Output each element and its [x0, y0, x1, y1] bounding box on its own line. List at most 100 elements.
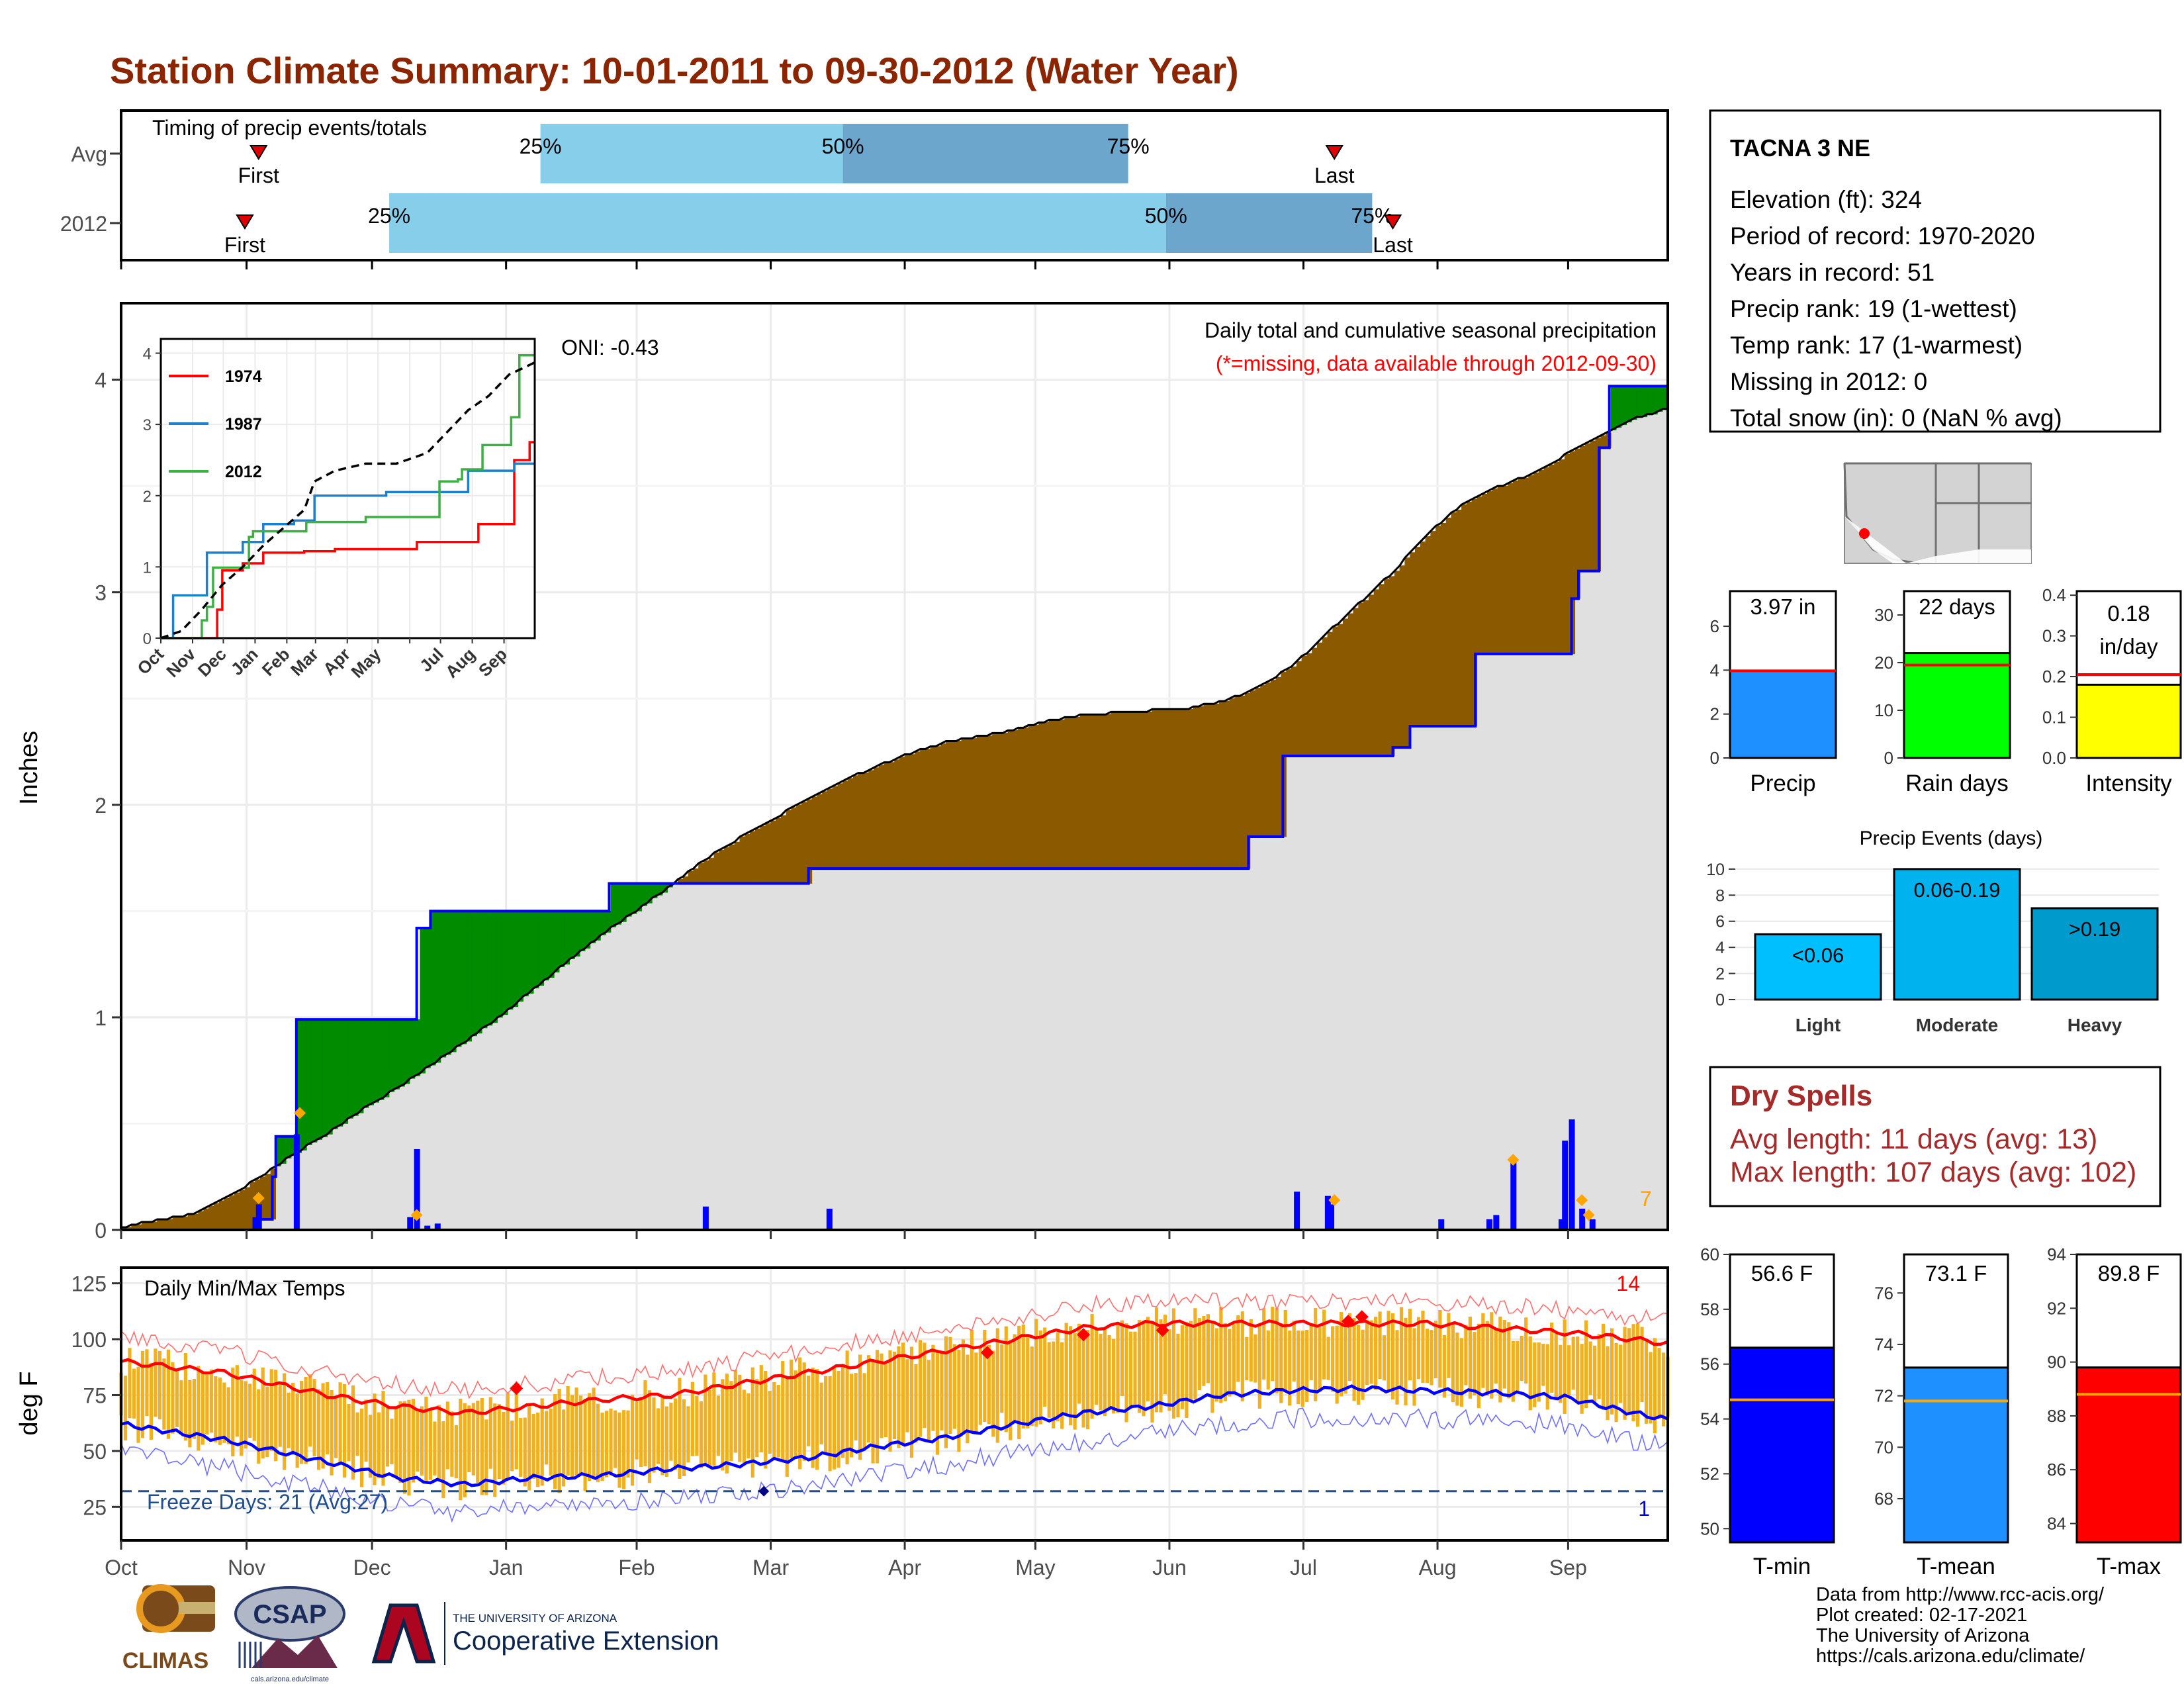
daily-temp-bar [1266, 1330, 1270, 1390]
daily-temp-bar [145, 1349, 149, 1417]
daily-temp-bar [330, 1389, 334, 1476]
daily-temp-bar [1210, 1322, 1214, 1413]
events-range: >0.19 [2069, 917, 2120, 941]
daily-temp-bar [175, 1371, 179, 1427]
daily-temp-bar [123, 1376, 128, 1440]
daily-temp-bar [162, 1358, 166, 1430]
daily-temp-bar [1507, 1322, 1511, 1399]
tempbar-ytick-label: 50 [1700, 1519, 1719, 1538]
daily-temp-bar [385, 1407, 390, 1467]
daily-temp-bar [1197, 1318, 1202, 1391]
daily-temp-bar [995, 1328, 999, 1443]
daily-temp-bar [321, 1383, 325, 1469]
daily-temp-bar [682, 1399, 686, 1476]
inset-legend-label: 1987 [225, 415, 262, 434]
daily-temp-bar [368, 1415, 373, 1478]
footer-line: The University of Arizona [1816, 1625, 2030, 1646]
daily-temp-bar [725, 1374, 729, 1474]
daily-temp-bar [1163, 1315, 1167, 1395]
events-range: 0.06-0.19 [1914, 878, 2001, 902]
footer-line: Data from http://www.rcc-acis.org/ [1816, 1584, 2105, 1605]
daily-temp-bar [1064, 1323, 1068, 1413]
daily-temp-bar [815, 1369, 819, 1470]
daily-temp-bar [652, 1397, 656, 1473]
daily-temp-bar [794, 1370, 797, 1456]
daily-temp-bar [377, 1412, 381, 1479]
events-ytick-label: 10 [1706, 861, 1725, 879]
daily-temp-bar [540, 1398, 544, 1486]
temp-ytick-label: 100 [71, 1328, 107, 1352]
daily-temp-bar [128, 1348, 132, 1419]
daily-temp-bar [1176, 1333, 1180, 1418]
daily-temp-bar [1459, 1338, 1463, 1407]
daily-temp-bar [1223, 1323, 1227, 1401]
daily-temp-bar [450, 1411, 454, 1477]
daily-temp-bar [927, 1360, 931, 1443]
temp-bar-2 [2075, 1366, 2182, 1544]
precip-ytick-label: 0 [95, 1219, 107, 1243]
record-high-diamond [1077, 1328, 1091, 1342]
daily-temp-bar [407, 1399, 411, 1496]
daily-temp-bar [1657, 1348, 1661, 1419]
daily-temp-bar [790, 1359, 794, 1459]
station-info-line: Elevation (ft): 324 [1730, 186, 1922, 213]
daily-temp-bar [531, 1414, 535, 1479]
daily-temp-bar [235, 1365, 239, 1437]
daily-precip-bar [702, 1206, 709, 1230]
record-min-line [120, 1407, 1668, 1523]
csap-logo-mountains [251, 1635, 338, 1668]
last-label: Last [1314, 164, 1355, 187]
daily-temp-bar [1425, 1329, 1430, 1383]
daily-temp-bar [179, 1380, 183, 1433]
daily-precip-bar [1579, 1208, 1586, 1230]
tempbar-ytick-label: 92 [2047, 1298, 2066, 1318]
daily-temp-bar [1081, 1333, 1085, 1428]
daily-temp-bar [1451, 1323, 1455, 1403]
daily-precip-bar [1569, 1119, 1575, 1230]
daily-temp-bar [1498, 1316, 1502, 1403]
daily-precip-bar [826, 1208, 833, 1230]
daily-temp-bar [197, 1366, 201, 1451]
daily-temp-bar [966, 1354, 970, 1444]
csap-logo-text: CSAP [253, 1600, 326, 1629]
timing-pct-50: 50% [1145, 204, 1187, 228]
daily-temp-bar [433, 1421, 437, 1476]
daily-temp-bar [1588, 1341, 1592, 1395]
events-ytick-label: 0 [1715, 991, 1725, 1009]
daily-temp-bar [402, 1401, 407, 1494]
daily-temp-bar [1171, 1308, 1176, 1419]
daily-temp-bar [1554, 1331, 1558, 1401]
daily-temp-bar [502, 1411, 506, 1485]
events-bar [1893, 868, 2021, 1001]
daily-temp-bar [527, 1405, 531, 1491]
daily-temp-bar [905, 1359, 909, 1432]
month-xtick-label: Jun [1152, 1556, 1187, 1579]
temp-ytick-label: 75 [83, 1383, 107, 1407]
daily-temp-bar [1387, 1311, 1390, 1391]
daily-temp-bar [308, 1374, 312, 1447]
daily-temp-bar [742, 1389, 746, 1463]
daily-temp-bar [359, 1408, 364, 1487]
station-info-line: Years in record: 51 [1730, 259, 1934, 286]
daily-temp-bar [209, 1369, 213, 1433]
daily-temp-bar [1412, 1328, 1416, 1406]
daily-temp-bar [776, 1385, 780, 1458]
daily-temp-bar [1095, 1327, 1099, 1405]
daily-temp-bar [1524, 1317, 1528, 1384]
daily-temp-bar [759, 1365, 763, 1453]
record-low-diamond [758, 1485, 770, 1497]
daily-temp-bar [1610, 1328, 1614, 1415]
daily-temp-bar [807, 1376, 811, 1446]
month-xtick-label: May [1015, 1556, 1055, 1579]
daily-temp-bar [957, 1349, 961, 1452]
events-ytick-label: 8 [1715, 886, 1725, 905]
daily-temp-bar [678, 1378, 682, 1479]
daily-temp-bar [459, 1398, 463, 1501]
daily-temp-bar [639, 1397, 643, 1468]
daily-temp-bar [1404, 1317, 1408, 1405]
precip-ytick-label: 3 [95, 581, 107, 605]
daily-temp-bar [338, 1382, 342, 1464]
daily-temp-bar [952, 1344, 956, 1429]
tempbar-ytick-label: 90 [2047, 1352, 2066, 1372]
